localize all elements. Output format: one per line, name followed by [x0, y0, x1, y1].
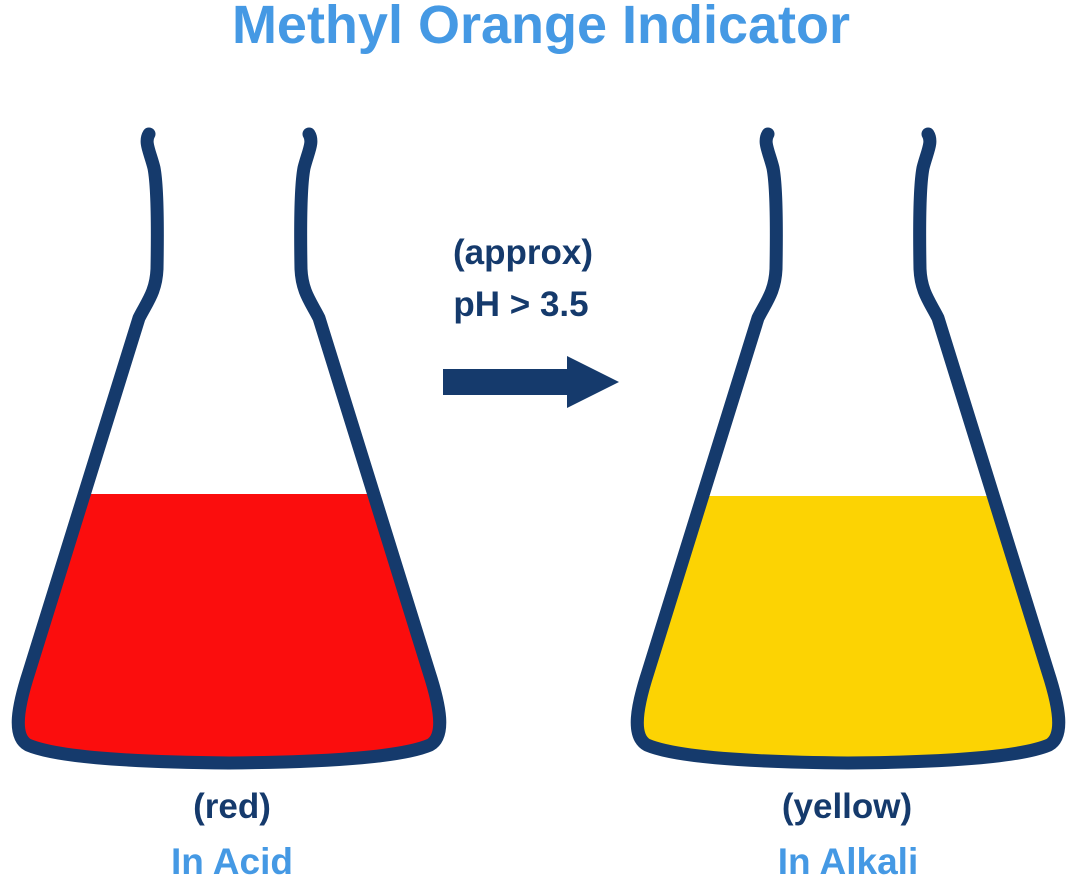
alkali-liquid: [637, 496, 1059, 763]
flask-outline: [11, 127, 447, 770]
alkali-color-label: (yellow): [781, 787, 913, 826]
right-arrow-icon: [443, 356, 619, 408]
page-title: Methyl Orange Indicator: [231, 0, 851, 55]
reaction-condition-approx: (approx): [453, 233, 593, 272]
flask-outline: [630, 127, 1066, 770]
arrow-head: [567, 356, 619, 408]
erlenmeyer-flask-acid: [11, 127, 447, 770]
acid-solution-label: In Acid: [171, 841, 293, 882]
alkali-solution-label: In Alkali: [777, 841, 919, 882]
acid-liquid: [18, 494, 440, 763]
erlenmeyer-flask-alkali: [630, 127, 1066, 770]
reaction-condition-ph: pH > 3.5: [453, 285, 589, 324]
arrow-shaft: [443, 369, 569, 395]
acid-color-label: (red): [193, 787, 271, 826]
